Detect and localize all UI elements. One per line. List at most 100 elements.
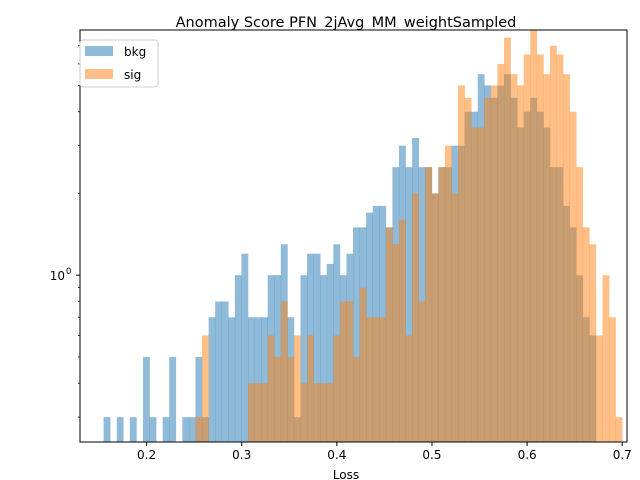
chart-title: Anomaly Score PFN_2jAvg_MM_weightSampled [176, 15, 517, 31]
bkg-bar-0 [103, 417, 111, 442]
sig-bar-29 [425, 167, 433, 442]
sig-bar-22 [379, 317, 387, 442]
legend-swatch-bkg [85, 46, 113, 56]
sig-bar-15 [333, 335, 341, 442]
sig-bar-34 [458, 85, 465, 443]
sig-bar-13 [320, 383, 328, 442]
sig-bar-20 [366, 317, 374, 442]
bkg-bar-2 [129, 417, 137, 442]
sig-bar-48 [549, 45, 557, 443]
sig-bar-6 [274, 356, 282, 442]
sig-bar-41 [504, 37, 511, 443]
sig-bar-54 [589, 244, 597, 442]
sig-bar-9 [293, 335, 301, 442]
sig-bar-30 [431, 193, 439, 442]
x-tick-label: 0.3 [232, 448, 251, 462]
legend: bkg sig [79, 39, 159, 88]
bkg-bar-16 [241, 253, 249, 442]
bkg-bar-1 [116, 417, 124, 442]
sig-bar-46 [536, 54, 544, 442]
legend-label-sig: sig [124, 68, 141, 82]
y-tick-label-exponent: 0 [66, 267, 71, 277]
sig-bar-5 [267, 335, 275, 442]
y-tick-label: 10 [50, 269, 65, 283]
sig-bar-10 [300, 383, 308, 442]
bkg-bar-6 [169, 356, 177, 442]
sig-bar-31 [438, 167, 446, 442]
sig-bar-55 [595, 335, 603, 442]
sig-bar-4 [261, 383, 268, 442]
bars-layer [103, 30, 623, 443]
x-tick-label: 0.7 [613, 448, 632, 462]
legend-swatch-sig [85, 69, 113, 79]
bkg-bar-29 [326, 263, 334, 442]
sig-bar-12 [313, 383, 321, 442]
sig-bar-32 [444, 145, 452, 442]
bkg-bar-13 [221, 301, 229, 442]
sig-bar-3 [254, 383, 262, 442]
sig-bar-38 [484, 97, 492, 442]
sig-bar-57 [609, 317, 616, 442]
sig-bar-21 [372, 317, 380, 442]
sig-bar-1 [202, 335, 209, 442]
sig-bar-17 [346, 301, 354, 442]
sig-bar-8 [287, 356, 295, 442]
bkg-bar-17 [248, 317, 255, 442]
sig-bar-51 [569, 111, 577, 442]
x-tick-label: 0.2 [137, 448, 156, 462]
x-axis: 0.2 0.3 0.4 0.5 0.6 0.7 [137, 442, 632, 462]
sig-bar-27 [412, 193, 419, 442]
bkg-bar-33 [353, 227, 360, 442]
sig-bar-37 [477, 127, 485, 442]
sig-bar-58 [615, 417, 623, 442]
sig-bar-56 [602, 275, 610, 442]
bkg-bar-8 [188, 417, 196, 442]
sig-bar-16 [339, 301, 347, 442]
sig-bar-39 [490, 85, 498, 443]
bkg-bar-41 [405, 167, 413, 442]
x-tick-label: 0.4 [327, 448, 346, 462]
sig-bar-25 [398, 219, 406, 442]
sig-bar-44 [523, 54, 531, 442]
bkg-bar-19 [261, 317, 268, 442]
bkg-bar-25 [300, 275, 308, 442]
x-tick-label: 0.6 [518, 448, 537, 462]
bkg-bar-3 [142, 356, 150, 442]
sig-bar-35 [464, 97, 472, 442]
sig-bar-45 [530, 30, 538, 442]
x-tick-label: 0.5 [422, 448, 441, 462]
bkg-bar-9 [195, 356, 203, 442]
sig-bar-2 [248, 383, 255, 442]
bkg-bar-12 [215, 301, 223, 442]
sig-bar-14 [326, 383, 334, 442]
sig-bar-0 [195, 417, 203, 442]
bkg-bar-27 [313, 253, 321, 442]
bkg-bar-5 [162, 417, 170, 442]
bkg-bar-28 [320, 275, 328, 442]
y-axis: 10 0 [50, 45, 80, 418]
sig-bar-11 [307, 335, 314, 442]
sig-bar-26 [405, 335, 413, 442]
legend-label-bkg: bkg [124, 45, 146, 59]
sig-bar-49 [556, 54, 564, 442]
bkg-bar-14 [228, 317, 236, 442]
plot-frame [79, 29, 628, 443]
sig-bar-40 [497, 63, 505, 443]
sig-bar-50 [563, 74, 570, 443]
sig-bar-43 [517, 85, 524, 443]
sig-bar-7 [280, 301, 288, 442]
bkg-bar-18 [254, 317, 262, 442]
sig-bar-42 [510, 74, 518, 443]
sig-bar-52 [576, 167, 584, 442]
sig-bar-36 [471, 127, 479, 442]
sig-bar-33 [451, 193, 459, 442]
bkg-bar-7 [182, 417, 190, 442]
sig-bar-19 [359, 287, 367, 442]
sig-bar-23 [385, 227, 393, 442]
bkg-bar-15 [234, 275, 242, 442]
x-axis-label: Loss [333, 468, 359, 480]
bkg-bar-4 [149, 417, 157, 442]
sig-bar-24 [392, 244, 400, 442]
bkg-bar-11 [208, 317, 216, 442]
